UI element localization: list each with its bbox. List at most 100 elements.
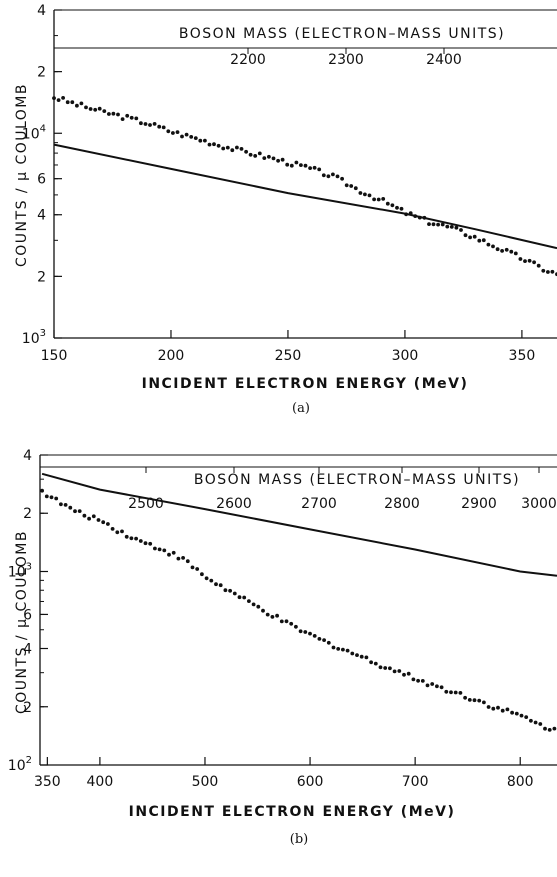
data-point xyxy=(420,679,425,683)
data-point xyxy=(294,160,299,165)
data-point xyxy=(335,174,340,179)
data-point xyxy=(364,655,369,660)
x-tick-label: 350 xyxy=(34,774,61,790)
data-point xyxy=(212,142,216,147)
data-point xyxy=(308,166,312,171)
top-tick-label: 2700 xyxy=(301,496,337,512)
y-axis-label: COUNTS / μ COULOMB xyxy=(14,83,30,267)
data-point xyxy=(504,247,509,252)
top-axis-label: BOSON MASS (ELECTRON–MASS UNITS) xyxy=(179,26,505,42)
data-point xyxy=(435,684,439,689)
data-point xyxy=(345,648,350,653)
data-point xyxy=(481,238,486,243)
data-point xyxy=(514,711,519,716)
data-point xyxy=(303,630,308,634)
data-point xyxy=(176,556,181,561)
data-point xyxy=(267,154,271,159)
data-point xyxy=(84,105,88,110)
data-point xyxy=(463,695,467,700)
data-point xyxy=(152,122,157,126)
data-point xyxy=(289,163,294,168)
x-tick-label: 200 xyxy=(158,348,185,364)
data-point xyxy=(265,612,270,617)
data-point xyxy=(477,698,482,703)
data-point xyxy=(97,106,102,111)
data-point xyxy=(463,233,468,238)
data-point xyxy=(181,556,186,560)
data-point xyxy=(200,572,204,577)
data-point xyxy=(308,631,312,636)
data-point xyxy=(353,186,358,191)
y-tick-label: 4 xyxy=(23,448,32,464)
data-point xyxy=(430,682,435,686)
data-point xyxy=(261,608,265,613)
x-tick-label: 800 xyxy=(507,774,534,790)
data-point xyxy=(402,672,406,677)
data-point xyxy=(312,165,317,170)
x-tick-label: 250 xyxy=(275,348,302,364)
data-point xyxy=(207,142,212,147)
data-point xyxy=(209,578,214,583)
y-tick-label: 6 xyxy=(23,607,32,623)
data-point xyxy=(510,710,514,715)
data-point xyxy=(284,619,289,624)
data-point xyxy=(468,235,472,240)
data-point xyxy=(378,665,383,670)
data-point xyxy=(271,156,276,161)
data-point xyxy=(225,145,230,150)
y-tick-exponent: 4 xyxy=(40,123,46,134)
y-tick-label: 4 xyxy=(37,208,46,224)
data-point xyxy=(216,143,221,148)
top-tick-label: 2300 xyxy=(328,52,364,68)
data-point xyxy=(175,130,180,135)
data-point xyxy=(193,136,198,141)
data-point xyxy=(524,715,529,719)
data-point xyxy=(106,522,110,526)
data-point xyxy=(198,138,203,143)
data-point xyxy=(317,167,322,172)
data-point xyxy=(134,536,139,541)
data-point xyxy=(157,124,162,129)
data-point xyxy=(189,135,194,139)
data-point xyxy=(185,559,190,564)
top-tick-label: 2600 xyxy=(216,496,252,512)
data-point xyxy=(49,495,54,500)
data-point xyxy=(276,158,280,163)
data-point xyxy=(221,146,226,151)
data-point xyxy=(453,690,458,695)
data-point xyxy=(550,269,555,274)
x-tick-label: 500 xyxy=(192,774,219,790)
data-point xyxy=(392,669,397,674)
data-point xyxy=(458,691,463,695)
data-point xyxy=(214,582,218,587)
top-tick-label: 2800 xyxy=(384,496,420,512)
data-point xyxy=(143,541,148,546)
top-tick-label: 2400 xyxy=(426,52,462,68)
y-tick-label: 2 xyxy=(23,700,32,716)
data-point xyxy=(547,728,552,732)
data-point xyxy=(184,132,189,137)
top-tick-label: 2900 xyxy=(461,496,497,512)
data-point xyxy=(82,513,87,518)
data-point xyxy=(242,595,247,600)
data-point xyxy=(289,621,294,626)
data-point xyxy=(533,720,538,725)
data-point xyxy=(459,228,463,232)
data-point xyxy=(486,242,491,247)
data-point xyxy=(96,518,101,522)
data-point xyxy=(262,156,267,161)
data-point xyxy=(541,268,546,273)
data-point xyxy=(331,172,335,177)
data-point xyxy=(299,163,303,168)
data-point xyxy=(223,588,228,593)
data-point xyxy=(44,494,49,499)
data-point xyxy=(195,567,200,571)
data-point xyxy=(251,602,256,607)
data-point xyxy=(91,514,96,519)
data-point xyxy=(491,244,495,249)
data-point xyxy=(372,197,376,202)
data-point xyxy=(326,640,331,645)
data-point xyxy=(203,138,207,143)
data-point xyxy=(77,509,82,513)
data-point xyxy=(79,101,84,106)
